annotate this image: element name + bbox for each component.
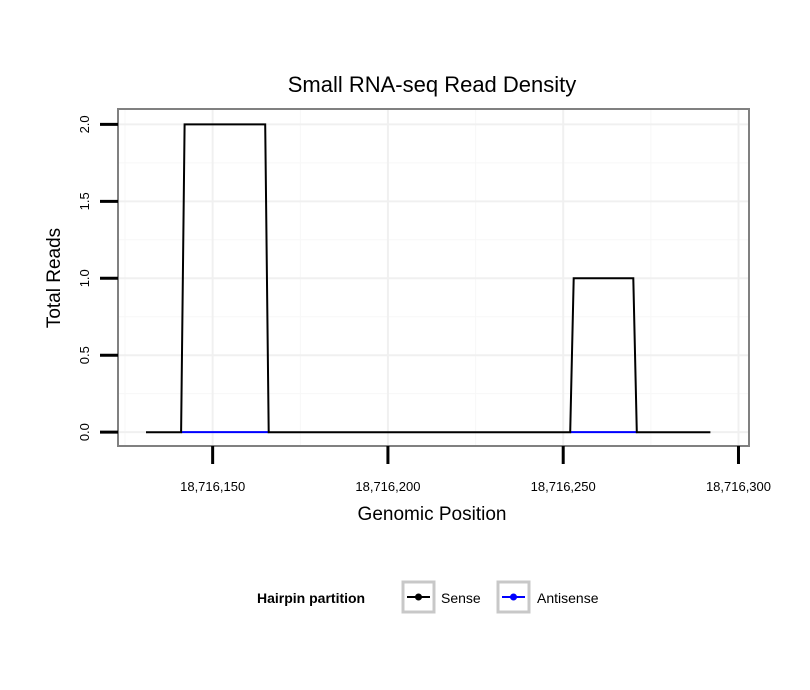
legend-dot-sense	[415, 593, 422, 601]
legend: Hairpin partition Sense Antisense	[257, 580, 599, 614]
series-layer	[146, 123, 711, 434]
legend-title: Hairpin partition	[257, 590, 365, 606]
legend-item-antisense: Antisense	[496, 580, 599, 614]
y-axis-label: Total Reads	[44, 228, 65, 328]
x-axis: 18,716,150 18,716,200 18,716,250 18,716,300	[180, 446, 771, 494]
y-tick-label-2: 1.0	[77, 269, 92, 287]
y-tick-label-1: 0.5	[77, 346, 92, 364]
y-tick-label-4: 2.0	[77, 115, 92, 133]
x-axis-label: Genomic Position	[358, 504, 507, 525]
x-tick-label-1: 18,716,200	[355, 479, 420, 494]
legend-item-sense: Sense	[401, 580, 481, 614]
chart-title: Small RNA-seq Read Density	[288, 72, 577, 97]
x-tick-label-2: 18,716,250	[531, 479, 596, 494]
y-tick-label-3: 1.5	[77, 192, 92, 210]
y-axis: 0.0 0.5 1.0 1.5 2.0	[77, 115, 118, 441]
x-tick-label-3: 18,716,300	[706, 479, 771, 494]
series-sense-line	[146, 123, 711, 434]
legend-dot-antisense	[510, 593, 517, 601]
y-tick-label-0: 0.0	[77, 423, 92, 441]
legend-label-antisense: Antisense	[537, 590, 599, 606]
legend-label-sense: Sense	[441, 590, 481, 606]
x-tick-label-0: 18,716,150	[180, 479, 245, 494]
